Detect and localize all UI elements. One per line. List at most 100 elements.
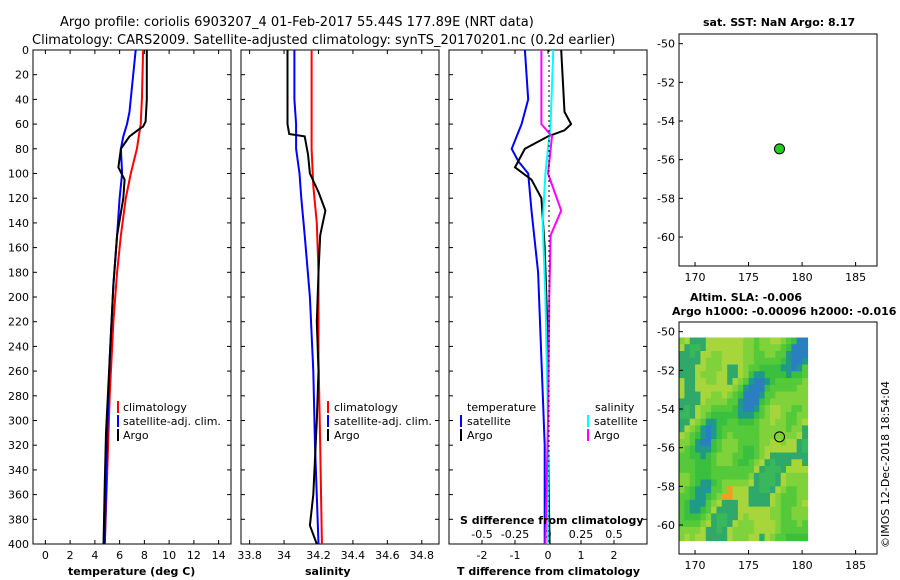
heatmap-cell bbox=[786, 526, 792, 535]
heatmap-cell bbox=[796, 533, 803, 542]
heatmap-cell bbox=[732, 479, 739, 487]
heatmap-cell bbox=[684, 344, 691, 352]
heatmap-cell bbox=[721, 418, 728, 427]
heatmap-cell bbox=[727, 513, 734, 521]
x-tick-label: -2 bbox=[477, 549, 488, 562]
heatmap-cell bbox=[700, 452, 707, 460]
x-tick-label: 0 bbox=[545, 549, 552, 562]
heatmap-cell bbox=[759, 411, 766, 420]
heatmap-cell bbox=[705, 337, 712, 345]
temperature-xlabel: temperature (deg C) bbox=[68, 565, 195, 578]
heatmap-cell bbox=[802, 466, 809, 474]
heatmap-cell bbox=[759, 357, 766, 366]
heatmap-cell bbox=[770, 486, 776, 494]
heatmap-cell bbox=[796, 398, 803, 406]
heatmap-cell bbox=[689, 526, 696, 535]
heatmap-cell bbox=[700, 411, 707, 420]
heatmap-cell bbox=[679, 337, 685, 345]
depth-tick-label: 80 bbox=[15, 143, 29, 156]
heatmap-cell bbox=[770, 533, 776, 542]
heatmap-cell bbox=[759, 533, 766, 542]
heatmap-cell bbox=[711, 432, 718, 440]
heatmap-cell bbox=[727, 506, 734, 514]
heatmap-cell bbox=[684, 452, 691, 460]
heatmap-cell bbox=[780, 344, 787, 352]
heatmap-cell bbox=[689, 357, 696, 366]
heatmap-cell bbox=[721, 351, 728, 359]
s-difference-xlabel: S difference from climatology bbox=[460, 514, 644, 527]
heatmap-cell bbox=[684, 378, 691, 386]
heatmap-cell bbox=[796, 479, 803, 487]
heatmap-cell bbox=[748, 472, 755, 481]
heatmap-cell bbox=[748, 398, 755, 406]
heatmap-cell bbox=[748, 371, 755, 379]
heatmap-cell bbox=[679, 445, 685, 454]
heatmap-cell bbox=[802, 452, 809, 460]
depth-tick-label: 120 bbox=[8, 192, 29, 205]
heatmap-cell bbox=[764, 499, 771, 508]
salinity-plot-frame bbox=[240, 49, 440, 545]
s-diff-tick-label: 0.5 bbox=[605, 528, 623, 541]
heatmap-cell bbox=[770, 520, 776, 528]
heatmap-cell bbox=[759, 384, 766, 393]
heatmap-cell bbox=[791, 425, 798, 433]
heatmap-cell bbox=[753, 466, 760, 474]
heatmap-cell bbox=[791, 384, 798, 393]
argo-station-marker bbox=[773, 431, 785, 443]
difference-temperature-legend: temperature satellite Argo bbox=[460, 401, 536, 442]
heatmap-cell bbox=[802, 432, 809, 440]
heatmap-cell bbox=[737, 432, 744, 440]
heatmap-cell bbox=[770, 425, 776, 433]
heatmap-cell bbox=[802, 364, 809, 372]
legend-salinity-title: salinity bbox=[595, 401, 635, 414]
heatmap-cell bbox=[721, 337, 728, 345]
heatmap-cell bbox=[780, 452, 787, 460]
heatmap-cell bbox=[796, 520, 803, 528]
heatmap-cell bbox=[727, 479, 734, 487]
heatmap-cell bbox=[759, 371, 766, 379]
heatmap-cell bbox=[679, 493, 685, 501]
heatmap-cell bbox=[716, 344, 723, 352]
heatmap-cell bbox=[770, 459, 776, 467]
heatmap-cell bbox=[796, 432, 803, 440]
heatmap-cell bbox=[711, 459, 718, 467]
heatmap-cell bbox=[796, 364, 803, 372]
heatmap-cell bbox=[791, 493, 798, 501]
heatmap-cell bbox=[689, 513, 696, 521]
heatmap-cell bbox=[786, 391, 792, 399]
heatmap-cell bbox=[721, 533, 728, 542]
heatmap-cell bbox=[700, 344, 707, 352]
sla-map-frame bbox=[678, 321, 878, 555]
heatmap-cell bbox=[695, 520, 702, 528]
heatmap-cell bbox=[700, 418, 707, 427]
heatmap-cell bbox=[721, 384, 728, 393]
heatmap-cell bbox=[684, 337, 691, 345]
heatmap-cell bbox=[743, 357, 750, 366]
heatmap-cell bbox=[770, 506, 776, 514]
heatmap-cell bbox=[700, 391, 707, 399]
title-line-2: Climatology: CARS2009. Satellite-adjuste… bbox=[32, 33, 615, 48]
lat-tick-label: -60 bbox=[657, 519, 675, 532]
heatmap-cell bbox=[700, 432, 707, 440]
heatmap-cell bbox=[705, 439, 712, 447]
heatmap-cell bbox=[748, 418, 755, 427]
heatmap-cell bbox=[775, 533, 782, 542]
heatmap-cell bbox=[700, 466, 707, 474]
heatmap-cell bbox=[748, 493, 755, 501]
heatmap-cell bbox=[679, 398, 685, 406]
heatmap-cell bbox=[759, 364, 766, 372]
heatmap-cell bbox=[796, 425, 803, 433]
heatmap-cell bbox=[753, 411, 760, 420]
heatmap-cell bbox=[705, 357, 712, 366]
heatmap-cell bbox=[700, 384, 707, 393]
salinity-series bbox=[241, 49, 439, 545]
heatmap-cell bbox=[780, 357, 787, 366]
heatmap-cell bbox=[748, 384, 755, 393]
heatmap-cell bbox=[705, 384, 712, 393]
heatmap-cell bbox=[786, 432, 792, 440]
heatmap-cell bbox=[780, 425, 787, 433]
heatmap-cell bbox=[737, 452, 744, 460]
heatmap-cell bbox=[791, 533, 798, 542]
heatmap-cell bbox=[780, 466, 787, 474]
